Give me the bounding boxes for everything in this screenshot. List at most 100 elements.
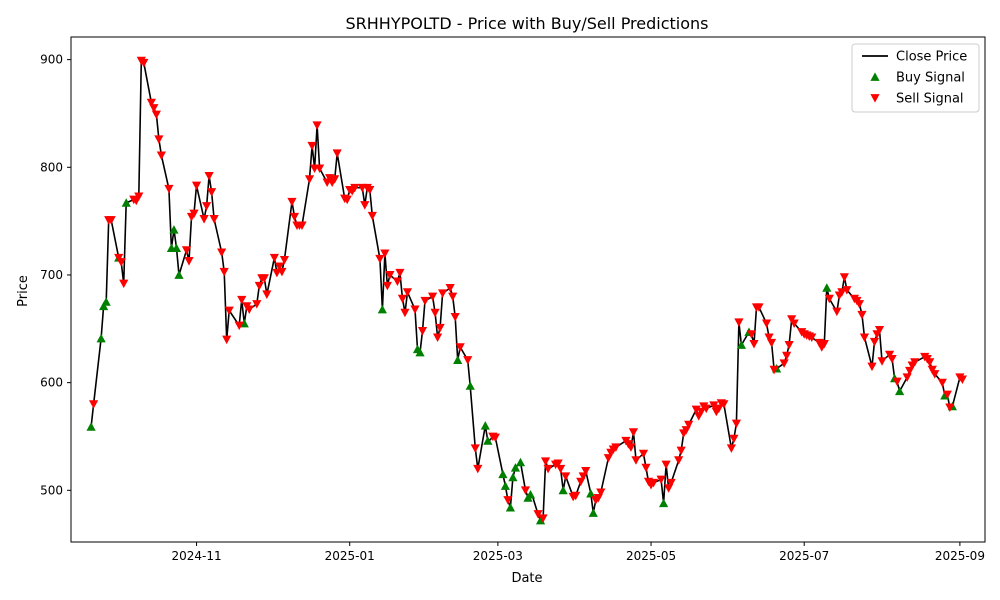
sell-signal-point xyxy=(666,478,676,488)
sell-signal-point xyxy=(382,281,392,291)
sell-signal-point xyxy=(676,446,686,456)
buy-signal-point xyxy=(121,198,131,207)
sell-signal-point xyxy=(201,202,212,211)
sell-signal-point xyxy=(824,294,834,304)
buy-signal-point xyxy=(377,304,387,314)
sell-signal-point xyxy=(274,262,285,271)
sell-signal-point xyxy=(367,211,377,221)
sell-signal-point xyxy=(360,201,370,210)
sell-signal-point xyxy=(262,290,272,299)
sell-signal-point xyxy=(217,248,227,257)
sell-signal-point xyxy=(857,310,867,320)
sell-signal-point xyxy=(782,351,792,361)
sell-signal-point xyxy=(149,104,159,113)
buy-signal-point xyxy=(86,422,96,431)
legend: Close Price Buy Signal Sell Signal xyxy=(851,43,980,113)
sell-signal-point xyxy=(116,258,126,267)
plot-area: 2024-11 2025-01 2025-03 2025-05 2025-07 2025-… xyxy=(40,36,986,563)
sell-signal-point xyxy=(839,273,849,282)
sell-signal-point xyxy=(88,400,99,409)
sell-signal-point xyxy=(661,460,671,470)
sell-signal-point xyxy=(146,98,156,108)
sell-signal-point xyxy=(779,359,789,368)
chart-title: SRHHYPOLTD - Price with Buy/Sell Predict… xyxy=(345,14,708,33)
y-tick-label: 500 xyxy=(40,483,63,497)
sell-signal-point xyxy=(902,373,912,382)
buy-signal-point xyxy=(96,333,106,343)
sell-signal-point xyxy=(789,319,799,329)
sell-signal-point xyxy=(199,215,209,224)
sell-signal-point xyxy=(463,356,473,365)
buy-signal-point xyxy=(174,270,184,279)
sell-signal-point xyxy=(427,292,438,302)
sell-signal-point xyxy=(207,188,217,197)
sell-signal-point xyxy=(234,321,244,331)
sell-signal-point xyxy=(417,327,428,336)
sell-signal-point xyxy=(307,141,317,151)
sell-signal-point xyxy=(942,390,952,400)
sell-signal-point xyxy=(450,313,460,322)
buy-signal-point xyxy=(510,463,521,472)
legend-label: Sell Signal xyxy=(896,92,964,107)
y-tick-label: 700 xyxy=(40,268,63,282)
sell-signal-point xyxy=(832,307,842,317)
sell-signal-point xyxy=(729,434,739,444)
sell-signal-point xyxy=(520,486,531,495)
sell-signal-point xyxy=(925,358,935,367)
sell-signal-point xyxy=(106,216,116,225)
sell-signal-point xyxy=(114,253,124,263)
sell-signal-point xyxy=(746,330,757,339)
sell-signal-point xyxy=(859,333,870,343)
sell-signal-point xyxy=(761,319,772,329)
buy-signal-point xyxy=(498,469,508,479)
sell-signal-point xyxy=(252,300,262,309)
sell-signal-point xyxy=(731,419,742,429)
legend-label: Buy Signal xyxy=(896,71,965,86)
sell-signal-point xyxy=(596,488,606,498)
sell-signal-point xyxy=(581,467,591,476)
sell-signal-point xyxy=(638,449,649,459)
buy-signal-point xyxy=(465,381,475,390)
sell-signal-point xyxy=(874,325,885,335)
x-tick-label: 2025-07 xyxy=(779,549,829,563)
sell-signal-point xyxy=(455,343,465,352)
sell-signal-point xyxy=(719,400,729,409)
legend-buy-swatch xyxy=(870,72,880,81)
sell-signal-point xyxy=(269,253,279,263)
sell-signal-point xyxy=(884,350,895,360)
sell-signal-point xyxy=(869,337,880,347)
sell-signal-point xyxy=(709,401,719,410)
sell-signal-point xyxy=(156,151,166,161)
buy-signal-point xyxy=(508,472,518,482)
buy-signal-point xyxy=(525,490,536,499)
sell-signal-point xyxy=(181,246,192,255)
sell-signal-point xyxy=(769,365,779,375)
buy-signal-point xyxy=(558,485,568,495)
buy-signal-point xyxy=(515,457,526,467)
sell-signal-point xyxy=(289,212,300,222)
sell-signal-point xyxy=(380,249,390,259)
x-tick-label: 2025-03 xyxy=(473,549,523,563)
x-axis-title: Date xyxy=(511,571,542,586)
sell-signal-point xyxy=(854,300,865,309)
sell-signal-point xyxy=(445,283,455,293)
sell-signal-point xyxy=(332,149,342,158)
sell-signal-point xyxy=(641,463,651,473)
sell-signal-point xyxy=(222,335,232,345)
x-tick-label: 2024-11 xyxy=(171,549,221,563)
sell-signal-point xyxy=(611,443,621,452)
buy-signal-point xyxy=(658,498,669,508)
sell-signal-point xyxy=(674,456,684,465)
sell-signal-point xyxy=(691,405,701,415)
sell-signal-point xyxy=(119,279,129,289)
sell-signal-point xyxy=(330,175,340,184)
sell-signal-point xyxy=(435,323,445,333)
sell-signal-point xyxy=(151,110,161,120)
sell-signal-point xyxy=(626,443,636,452)
sell-signal-markers xyxy=(88,56,968,523)
sell-signal-point xyxy=(314,164,325,173)
sell-signal-point xyxy=(254,281,264,291)
sell-signal-point xyxy=(556,464,566,474)
buy-signal-point xyxy=(171,243,182,252)
